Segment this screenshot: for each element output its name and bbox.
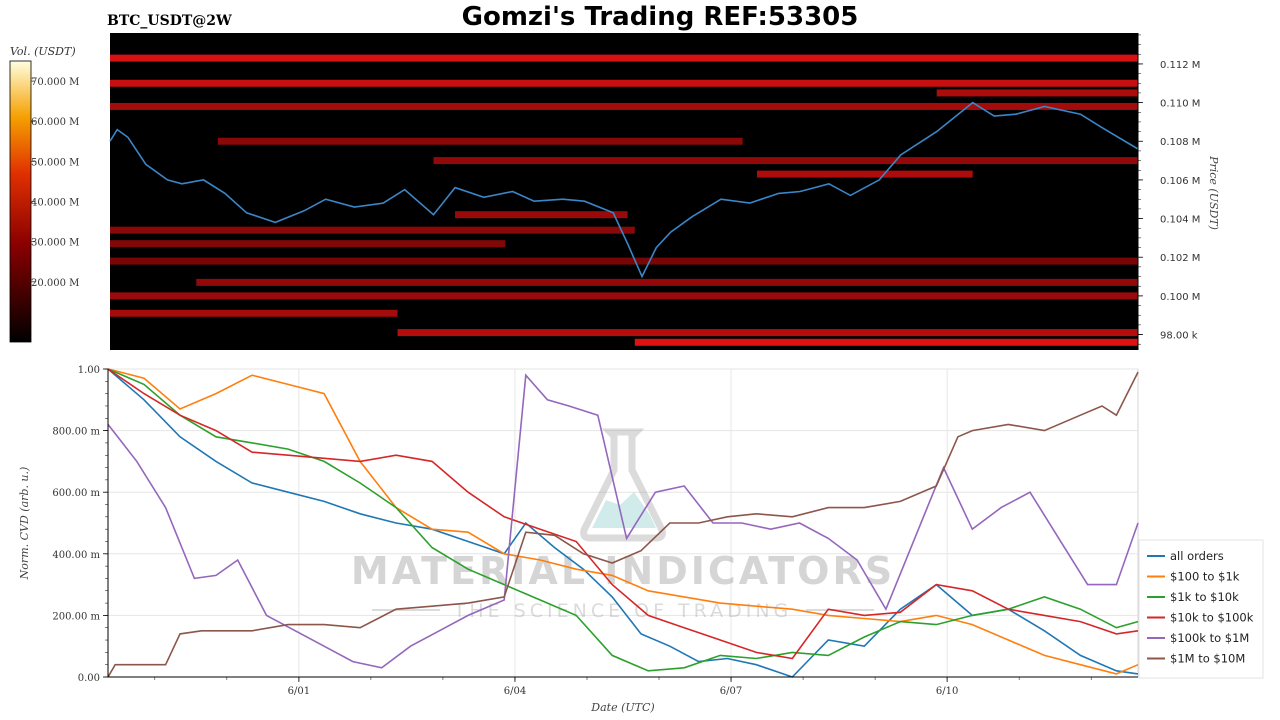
cvd-x-tick-label: 6/01 [288,686,310,697]
legend-label: $100 to $1k [1170,570,1240,584]
price-line [109,101,1139,279]
cvd-series-line [107,368,1139,672]
legend [1138,539,1264,679]
legend-label: $100k to $1M [1170,631,1249,645]
colorbar-ticks: 20.000 M 30.000 M 40.000 M 50.000 M 60.000 M… [31,77,79,289]
cvd-series-line [107,368,1139,660]
cvd-y-axis: 0.00 200.00 m 400.00 m 600.00 m 800.00 m 1.00 [52,365,109,684]
heatmap-band [397,329,1138,337]
legend-items: all orders $100 to $1k $1k to $10k $10k to … [1147,549,1254,666]
cvd-x-tick-label: 6/10 [936,686,958,697]
price-tick-label: 0.104 M [1160,215,1200,226]
heatmap-band [936,89,1138,97]
price-tick-label: 0.108 M [1160,137,1200,148]
heatmap-band [196,278,1138,286]
cvd-series-line [107,371,1139,678]
cvd-y-tick-label: 800.00 m [52,427,100,438]
colorbar-tick-label: 70.000 M [31,77,79,88]
price-tick-label: 0.102 M [1160,253,1200,264]
watermark-title: MATERIAL INDICATORS [351,549,895,593]
cvd-y-tick-label: 400.00 m [52,550,100,561]
cvd-y-tick-label: 600.00 m [52,488,100,499]
colorbar-tick-label: 20.000 M [31,278,79,289]
watermark: MATERIAL INDICATORS THE SCIENCE OF TRADI… [351,428,895,622]
colorbar-tick-label: 40.000 M [31,198,79,209]
heatmap-band [110,309,398,317]
cvd-x-tick-label: 6/07 [720,686,742,697]
heatmap-band [110,54,1138,62]
cvd-lines [107,368,1139,678]
colorbar-tick-label: 60.000 M [31,117,79,128]
cvd-x-tick-label: 6/04 [504,686,526,697]
legend-label: $1k to $10k [1170,590,1239,604]
cvd-series-line [107,368,1139,675]
heatmap-band [455,211,628,219]
colorbar [9,60,32,343]
colorbar-tick-label: 30.000 M [31,238,79,249]
cvd-axis-label: Norm. CVD (arb. u.) [18,467,31,581]
legend-label: all orders [1170,549,1224,563]
cvd-y-tick-label: 1.00 [78,365,100,376]
cvd-x-axis: 6/01 6/04 6/07 6/10 [108,676,1138,697]
heatmap-band [217,137,743,145]
heatmap-band [433,157,1139,165]
price-tick-label: 0.110 M [1160,99,1200,110]
legend-label: $10k to $100k [1170,611,1254,625]
legend-label: $1M to $10M [1170,652,1245,666]
price-tick-label: 98.00 k [1160,331,1198,342]
chart-title: Gomzi's Trading REF:53305 [462,2,859,32]
cvd-y-tick-label: 200.00 m [52,611,100,622]
watermark-subtitle: THE SCIENCE OF TRADING [453,600,793,622]
heatmap-bands [110,54,1139,346]
price-axis: 98.00 k 0.100 M 0.102 M 0.104 M 0.106 M 0.108… [1137,33,1200,350]
heatmap-band [110,102,1138,110]
price-tick-label: 0.106 M [1160,176,1200,187]
cvd-series-line [107,373,1139,669]
symbol-label: BTC_USDT@2W [107,13,232,29]
price-axis-label: Price (USDT) [1207,155,1220,230]
price-tick-label: 0.112 M [1160,60,1200,71]
heatmap-band [110,257,1138,265]
cvd-y-tick-label: 0.00 [78,673,100,684]
heatmap-band [110,240,506,248]
colorbar-label: Vol. (USDT) [10,45,76,58]
heatmap-band [634,338,1138,346]
heatmap-band [110,226,635,234]
heatmap-band [756,170,973,178]
cvd-series-line [107,368,1139,678]
price-tick-label: 0.100 M [1160,292,1200,303]
heatmap-band [110,79,1138,87]
flask-liquid [592,492,656,528]
heatmap-band [110,292,1138,300]
x-axis-label: Date (UTC) [590,701,654,714]
colorbar-tick-label: 50.000 M [31,157,79,168]
